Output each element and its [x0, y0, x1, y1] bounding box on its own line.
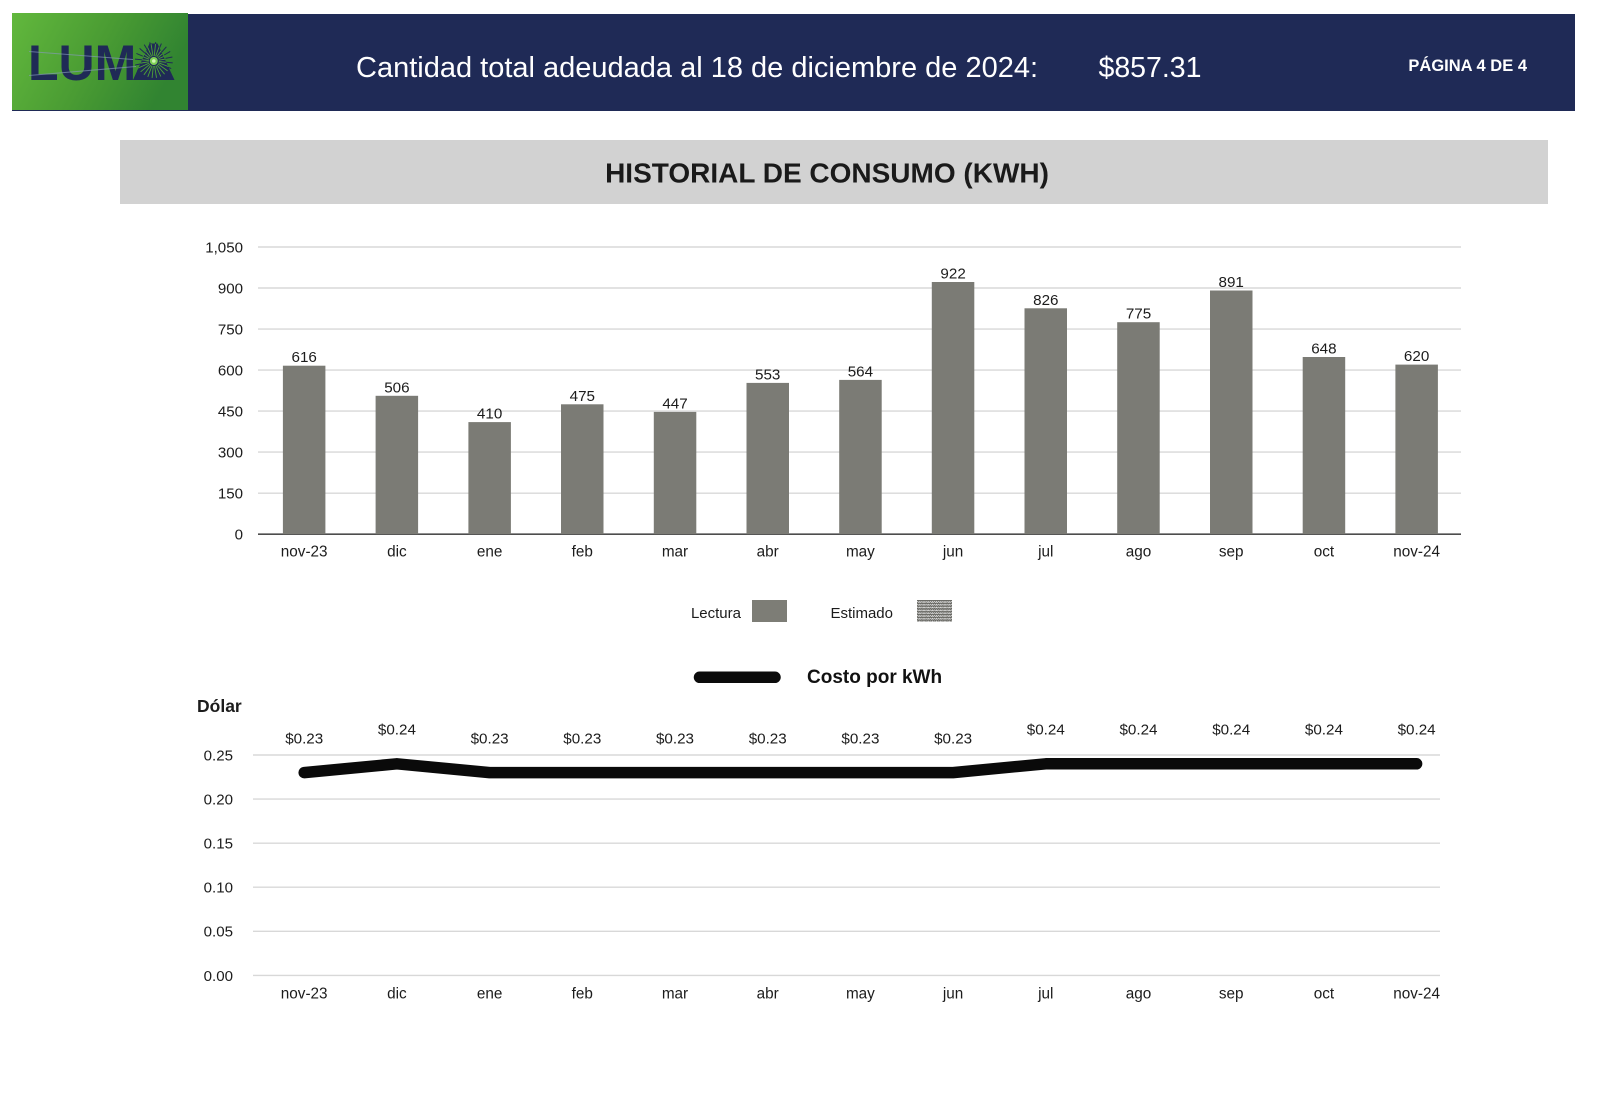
- svg-text:0: 0: [235, 527, 243, 544]
- svg-text:$0.24: $0.24: [1027, 722, 1065, 739]
- svg-text:feb: feb: [572, 986, 593, 1003]
- svg-text:620: 620: [1404, 348, 1429, 365]
- svg-text:447: 447: [662, 395, 687, 412]
- svg-text:0.25: 0.25: [204, 747, 233, 764]
- svg-text:oct: oct: [1314, 544, 1335, 561]
- svg-text:abr: abr: [757, 986, 779, 1003]
- svg-text:$0.23: $0.23: [563, 730, 601, 747]
- svg-text:nov-24: nov-24: [1393, 544, 1440, 561]
- svg-text:sep: sep: [1219, 544, 1244, 561]
- svg-text:jul: jul: [1037, 544, 1053, 561]
- svg-text:jun: jun: [942, 986, 963, 1003]
- svg-text:sep: sep: [1219, 986, 1244, 1003]
- svg-text:Costo por kWh: Costo por kWh: [807, 667, 942, 688]
- svg-text:826: 826: [1033, 292, 1058, 309]
- svg-text:LUM: LUM: [28, 35, 136, 91]
- svg-text:dic: dic: [387, 544, 407, 561]
- svg-text:feb: feb: [572, 544, 593, 561]
- svg-text:648: 648: [1311, 341, 1336, 358]
- svg-text:oct: oct: [1314, 986, 1335, 1003]
- svg-text:0.05: 0.05: [204, 924, 233, 941]
- svg-text:nov-24: nov-24: [1393, 986, 1440, 1003]
- svg-text:Lectura: Lectura: [691, 605, 742, 622]
- svg-text:ene: ene: [477, 544, 503, 561]
- svg-text:$0.23: $0.23: [934, 730, 972, 747]
- svg-text:$0.24: $0.24: [1398, 722, 1436, 739]
- svg-text:600: 600: [218, 363, 243, 380]
- svg-text:300: 300: [218, 445, 243, 462]
- svg-text:$0.24: $0.24: [1212, 722, 1250, 739]
- svg-text:may: may: [846, 544, 875, 561]
- svg-text:564: 564: [848, 363, 873, 380]
- svg-text:ene: ene: [477, 986, 503, 1003]
- svg-text:922: 922: [940, 266, 965, 283]
- svg-text:410: 410: [477, 406, 502, 423]
- svg-text:900: 900: [218, 280, 243, 297]
- svg-text:$0.23: $0.23: [656, 730, 694, 747]
- svg-text:jun: jun: [942, 544, 963, 561]
- svg-text:nov-23: nov-23: [281, 544, 328, 561]
- svg-text:$0.24: $0.24: [1305, 722, 1343, 739]
- svg-text:may: may: [846, 986, 875, 1003]
- svg-text:$0.24: $0.24: [1119, 722, 1157, 739]
- svg-text:553: 553: [755, 366, 780, 383]
- svg-text:750: 750: [218, 322, 243, 339]
- svg-text:775: 775: [1126, 306, 1151, 323]
- svg-text:506: 506: [384, 379, 409, 396]
- svg-text:nov-23: nov-23: [281, 986, 328, 1003]
- svg-text:616: 616: [292, 349, 317, 366]
- svg-text:$857.31: $857.31: [1098, 52, 1201, 84]
- svg-text:0.20: 0.20: [204, 792, 233, 809]
- svg-text:jul: jul: [1037, 986, 1053, 1003]
- svg-text:450: 450: [218, 404, 243, 421]
- svg-text:ago: ago: [1126, 544, 1152, 561]
- svg-text:0.10: 0.10: [204, 880, 233, 897]
- svg-text:ago: ago: [1126, 986, 1152, 1003]
- svg-text:PÁGINA 4 DE 4: PÁGINA 4 DE 4: [1408, 56, 1527, 75]
- svg-text:1,050: 1,050: [205, 239, 243, 256]
- svg-text:mar: mar: [662, 986, 688, 1003]
- svg-text:Dólar: Dólar: [197, 696, 242, 716]
- svg-text:891: 891: [1219, 274, 1244, 291]
- svg-text:abr: abr: [757, 544, 779, 561]
- svg-text:0.00: 0.00: [204, 968, 233, 985]
- svg-text:Cantidad total adeudada al 18: Cantidad total adeudada al 18 de diciemb…: [356, 52, 1038, 84]
- svg-text:mar: mar: [662, 544, 688, 561]
- svg-text:HISTORIAL DE CONSUMO (KWH): HISTORIAL DE CONSUMO (KWH): [605, 158, 1049, 189]
- svg-text:$0.23: $0.23: [471, 730, 509, 747]
- svg-text:$0.23: $0.23: [285, 730, 323, 747]
- svg-text:Estimado: Estimado: [830, 605, 893, 622]
- svg-text:$0.23: $0.23: [841, 730, 879, 747]
- svg-text:dic: dic: [387, 986, 407, 1003]
- svg-text:475: 475: [570, 388, 595, 405]
- svg-text:150: 150: [218, 486, 243, 503]
- svg-text:0.15: 0.15: [204, 836, 233, 853]
- svg-text:$0.23: $0.23: [749, 730, 787, 747]
- svg-text:$0.24: $0.24: [378, 722, 416, 739]
